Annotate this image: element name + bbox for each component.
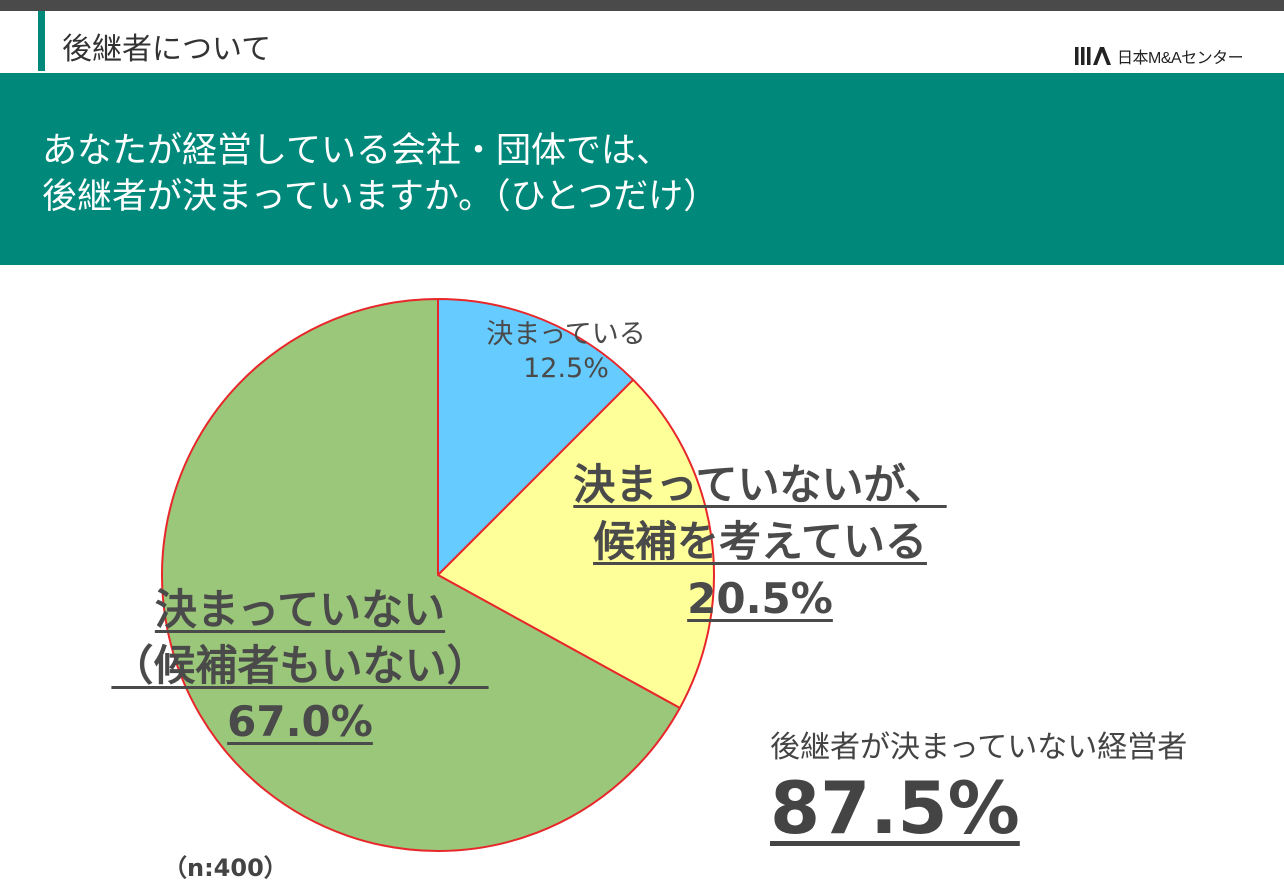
slice-label-decided-value: 12.5% <box>523 353 609 384</box>
pie-slice-decided <box>437 298 635 576</box>
slice-label-decided-text: 決まっている <box>486 319 646 350</box>
question-line-2: 後継者が決まっていますか。（ひとつだけ） <box>42 177 719 217</box>
pie-slice-candidate <box>437 378 715 709</box>
question-text: あなたが経営している会社・団体では、 後継者が決まっていますか。（ひとつだけ） <box>42 128 718 220</box>
slice-label-candidate: 決まっていないが、 候補を考えている 20.5% <box>530 456 990 627</box>
company-logo: 日本M&Aセンター <box>1075 44 1244 68</box>
slice-label-decided: 決まっている 12.5% <box>461 318 671 386</box>
section-title: 後継者について <box>62 32 272 67</box>
summary-label: 後継者が決まっていない経営者 <box>770 730 1188 765</box>
slice-label-candidate-value: 20.5% <box>687 574 833 623</box>
slice-label-undecided-value: 67.0% <box>227 697 373 746</box>
top-bar <box>0 0 1284 11</box>
slice-label-undecided-line-1: 決まっていない <box>154 585 446 634</box>
slice-label-candidate-line-1: 決まっていないが、 <box>573 460 947 509</box>
question-line-1: あなたが経営している会社・団体では、 <box>42 131 671 171</box>
slice-label-undecided-line-2: （候補者もいない） <box>111 641 489 690</box>
slice-label-candidate-line-2: 候補を考えている <box>593 517 927 566</box>
slice-label-undecided: 決まっていない （候補者もいない） 67.0% <box>95 582 505 750</box>
sample-size-note: （n:400） <box>163 854 288 882</box>
logo-mark-icon <box>1075 47 1111 65</box>
summary-callout: 後継者が決まっていない経営者 87.5% <box>770 722 1187 850</box>
section-accent-bar <box>38 11 45 71</box>
logo-text: 日本M&Aセンター <box>1117 50 1244 67</box>
summary-value: 87.5% <box>770 766 1020 850</box>
pie-slice-undecided <box>161 298 681 852</box>
question-banner <box>0 73 1284 265</box>
